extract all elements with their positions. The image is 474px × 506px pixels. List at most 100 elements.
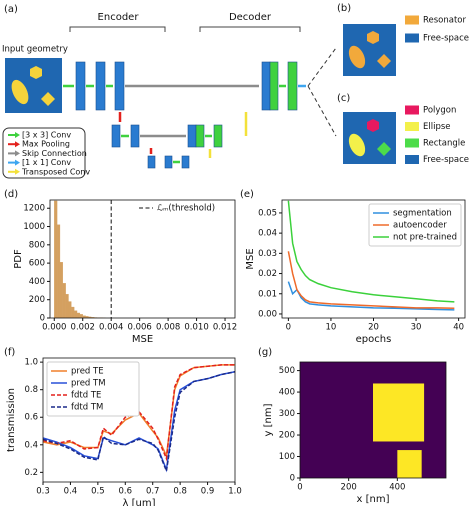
- y-tick-label: 0.4: [24, 440, 38, 450]
- bar: [56, 224, 61, 318]
- image-region: [397, 450, 422, 478]
- legend-label: not pre-trained: [393, 233, 457, 243]
- y-tick-label: 200: [29, 295, 45, 305]
- legend-label: ℒₘ(threshold): [157, 204, 215, 214]
- x-axis-label: epochs: [356, 334, 392, 345]
- legend-label: [3 x 3] Conv: [22, 131, 71, 140]
- x-tick-label: 0.3: [36, 487, 50, 497]
- y-tick-label: 0.03: [258, 249, 277, 259]
- legend-box: [46, 361, 140, 417]
- panel-label: (c): [337, 93, 350, 104]
- legend-arrow-head: [15, 159, 20, 166]
- legend-box: [2, 127, 86, 179]
- decoder-label: Decoder: [229, 12, 272, 23]
- x-tick-label: 0.012: [213, 323, 237, 333]
- x-tick-label: 0.008: [156, 323, 180, 333]
- bracket: [69, 26, 301, 32]
- y-axis-label: PDF: [13, 249, 24, 269]
- x-tick-label: 0.010: [184, 323, 208, 333]
- unet-arrows: [63, 84, 306, 164]
- y-tick-label: 600: [29, 259, 45, 269]
- legend-label: fdtd TM: [71, 403, 103, 413]
- legend-label: Polygon: [423, 106, 456, 116]
- x-tick-label: 30: [411, 323, 422, 333]
- plot: pred TE pred TM fdtd TE fdtd TM 0.3 0.4 0.5 0.6…: [6, 357, 242, 506]
- plot: segmentation autoencoder not pre-trained 0 1…: [245, 199, 466, 345]
- series-line: [43, 371, 235, 474]
- y-tick-label: 0.6: [24, 413, 38, 423]
- input-label: Input geometry: [2, 45, 68, 55]
- image-region: [373, 383, 425, 442]
- encoder-label: Encoder: [98, 12, 140, 23]
- geometry-image: [343, 24, 396, 76]
- x-axis-label: MSE: [132, 334, 153, 345]
- y-tick-label: 1.0: [24, 358, 38, 368]
- legend-label: Resonator: [423, 16, 467, 26]
- x-axis-label: x [nm]: [357, 494, 390, 505]
- x-tick-label: 200: [341, 483, 357, 493]
- y-tick-label: 1200: [23, 204, 45, 214]
- y-tick-label: 0: [290, 474, 295, 484]
- legend-label: Ellipse: [423, 122, 451, 132]
- x-tick-label: 1.0: [228, 487, 242, 497]
- bar: [62, 283, 66, 318]
- legend-label: pred TE: [71, 367, 104, 377]
- legend-swatch: [405, 15, 419, 25]
- x-tick-label: 20: [368, 323, 379, 333]
- bar: [74, 310, 78, 318]
- panel-label: (d): [4, 189, 18, 200]
- legend-arrow-head: [15, 150, 20, 157]
- x-tick-label: 10: [326, 323, 337, 333]
- y-tick-label: 200: [279, 431, 295, 441]
- y-tick-label: 100: [279, 452, 295, 462]
- bar: [54, 200, 58, 318]
- x-tick-label: 0.000: [42, 323, 66, 333]
- y-tick-label: 1000: [23, 222, 45, 232]
- plot-area: [43, 364, 235, 474]
- x-tick-label: 0.5: [91, 487, 105, 497]
- y-tick-label: 0.05: [258, 208, 277, 218]
- unet-blocks: [75, 61, 298, 169]
- plot: ℒₘ(threshold) 0.000 0.002 0.004 0.006 0.008 0.…: [13, 199, 237, 345]
- plot-area: [287, 200, 455, 311]
- legend-label: fdtd TE: [71, 391, 101, 401]
- y-tick-label: 800: [29, 240, 45, 250]
- x-tick-label: 400: [389, 483, 405, 493]
- x-tick-label: 0: [297, 483, 302, 493]
- legend-label: Free-space: [423, 34, 469, 44]
- legend-label: Transposed Conv: [21, 167, 90, 176]
- x-tick-label: 0.8: [173, 487, 187, 497]
- y-tick-label: 300: [279, 409, 295, 419]
- y-axis-label: y [nm]: [263, 403, 274, 436]
- x-tick-label: 0.4: [64, 487, 78, 497]
- plot-area: [54, 200, 112, 318]
- legend-swatch: [405, 155, 419, 164]
- y-tick-label: 0.02: [258, 269, 277, 279]
- legend-label: Max Pooling: [22, 140, 70, 149]
- legend-label: segmentation: [393, 209, 452, 219]
- y-tick-label: 0: [40, 314, 45, 324]
- bar: [76, 312, 81, 318]
- y-tick-label: 0.8: [24, 385, 38, 395]
- legend-swatch: [405, 138, 419, 148]
- y-tick-label: 0.2: [24, 468, 38, 478]
- y-axis-label: transmission: [6, 388, 17, 452]
- legend-label: Free-space: [423, 155, 469, 165]
- plot-frame: [49, 199, 236, 319]
- x-tick-label: 0.004: [99, 323, 123, 333]
- bar: [79, 314, 83, 318]
- legend-label: Rectangle: [423, 139, 465, 149]
- legend-label: autoencoder: [393, 221, 447, 231]
- legend-swatch: [405, 33, 419, 43]
- x-axis-label: λ [um]: [123, 498, 156, 506]
- x-tick-label: 0.9: [201, 487, 215, 497]
- legend-label: pred TM: [71, 379, 106, 389]
- series-line: [287, 200, 455, 303]
- panel-label: (b): [337, 3, 351, 14]
- bar: [68, 301, 72, 318]
- x-tick-label: 0.002: [71, 323, 95, 333]
- bar: [59, 262, 63, 318]
- x-tick-label: 0: [286, 323, 291, 333]
- x-tick-label: 40: [453, 323, 464, 333]
